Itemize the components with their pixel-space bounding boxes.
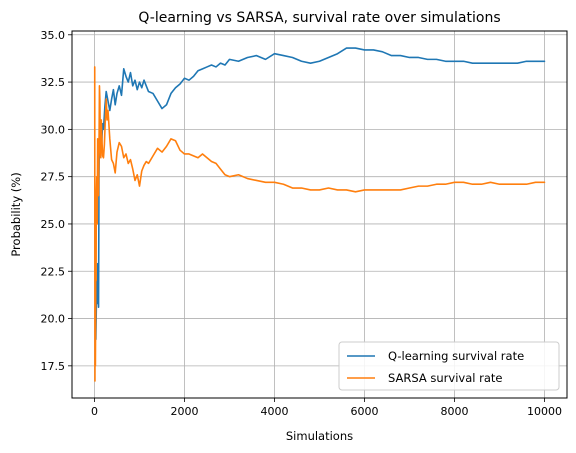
y-tick-label: 27.5 — [41, 171, 66, 184]
x-tick-label: 8000 — [441, 405, 469, 418]
x-tick-label: 4000 — [261, 405, 289, 418]
y-tick-label: 30.0 — [41, 123, 66, 136]
legend-box — [338, 341, 560, 391]
y-tick-label: 35.0 — [41, 29, 66, 42]
chart-title: Q-learning vs SARSA, survival rate over … — [138, 10, 500, 26]
legend-label-q-learning: Q-learning survival rate — [388, 349, 524, 363]
plot-frame — [71, 30, 568, 399]
x-axis-label: Simulations — [286, 429, 353, 443]
series-line-sarsa — [93, 66, 546, 382]
y-tick-label: 20.0 — [41, 313, 66, 326]
y-tick-label: 32.5 — [41, 76, 66, 89]
grid-lines — [72, 31, 567, 398]
y-tick-label: 22.5 — [41, 265, 66, 278]
series-lines — [93, 47, 546, 382]
x-tick-label: 2000 — [171, 405, 199, 418]
y-tick-label: 25.0 — [41, 218, 66, 231]
y-axis-label: Probability (%) — [9, 172, 23, 256]
x-tick-label: 6000 — [351, 405, 379, 418]
x-tick-label: 0 — [91, 405, 98, 418]
series-line-q-learning — [94, 47, 546, 341]
y-tick-label: 17.5 — [41, 360, 66, 373]
x-tick-label: 10000 — [527, 405, 562, 418]
y-axis-ticks: 17.5 20.0 22.5 25.0 27.5 30.0 32.5 35.0 — [41, 29, 72, 373]
legend: Q-learning survival rate SARSA survival … — [338, 341, 560, 391]
legend-label-sarsa: SARSA survival rate — [388, 371, 502, 385]
x-axis-ticks: 0 2000 4000 6000 8000 10000 — [91, 398, 562, 418]
